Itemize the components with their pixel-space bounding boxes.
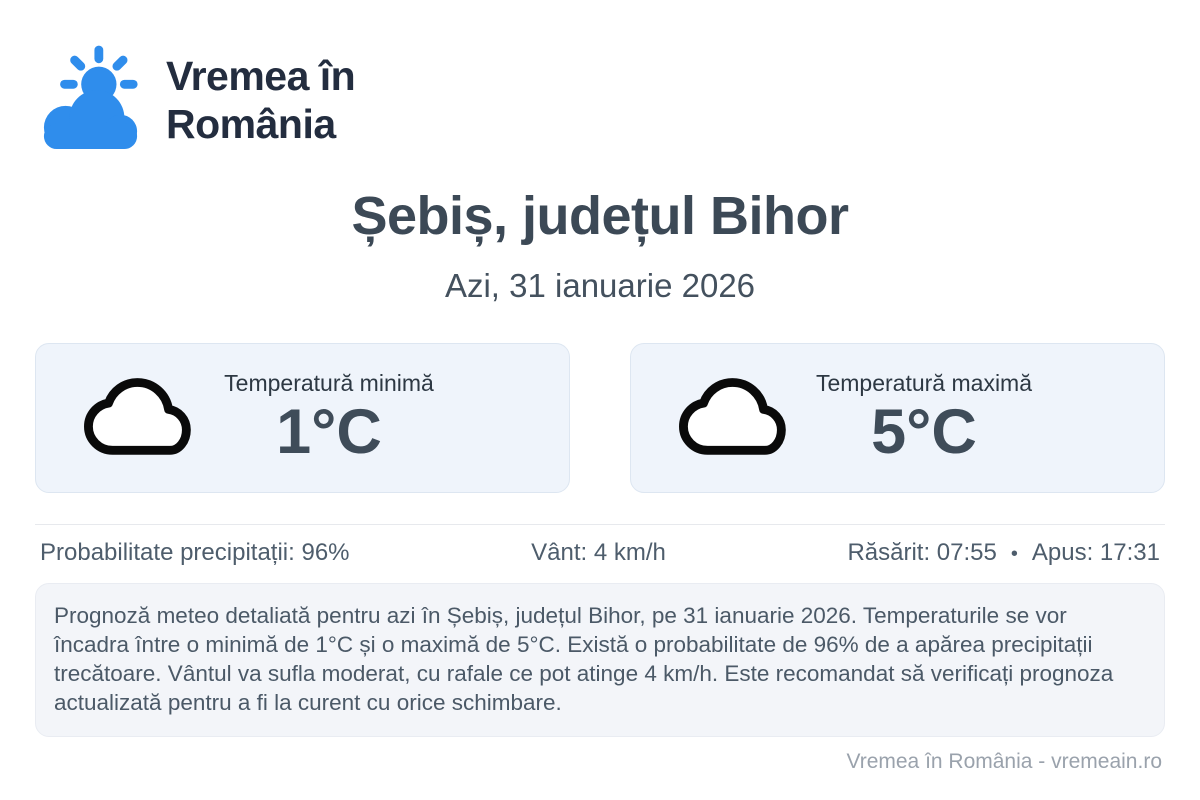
sun-times-stat: Răsărit: 07:55 • Apus: 17:31 (847, 538, 1160, 569)
site-logo: Vremea în România (40, 44, 356, 156)
precipitation-stat: Probabilitate precipitații: 96% (40, 539, 350, 566)
max-temperature-value: 5°C (871, 397, 977, 468)
sunrise-stat: Răsărit: 07:55 (847, 539, 997, 566)
stats-row: Probabilitate precipitații: 96% Vânt: 4 … (40, 538, 1160, 569)
site-name: Vremea în România (166, 52, 356, 149)
site-name-line2: România (166, 101, 336, 147)
min-temperature-value: 1°C (276, 397, 382, 468)
divider (35, 524, 1165, 525)
cloud-icon (674, 377, 792, 460)
footer-credit: Vremea în România - vremeain.ro (846, 750, 1162, 773)
sun-cloud-icon (40, 44, 142, 156)
forecast-description: Prognoză meteo detaliată pentru azi în Ș… (35, 583, 1165, 737)
bullet-separator: • (1010, 543, 1018, 565)
page-title: Șebiș, județul Bihor (351, 186, 849, 246)
max-temperature-text: Temperatură maximă 5°C (792, 370, 1144, 465)
date-subtitle: Azi, 31 ianuarie 2026 (444, 267, 756, 304)
wind-stat: Vânt: 4 km/h (531, 539, 666, 566)
max-temperature-label: Temperatură maximă (815, 370, 1033, 397)
cloud-icon (79, 377, 197, 460)
max-temperature-card: Temperatură maximă 5°C (630, 343, 1165, 493)
temperature-cards: Temperatură minimă 1°C Temperatură maxim… (35, 343, 1165, 493)
min-temperature-card: Temperatură minimă 1°C (35, 343, 570, 493)
sunset-stat: Apus: 17:31 (1031, 539, 1160, 566)
site-name-line1: Vremea în (166, 52, 356, 99)
min-temperature-label: Temperatură minimă (224, 370, 434, 397)
min-temperature-text: Temperatură minimă 1°C (197, 370, 549, 465)
